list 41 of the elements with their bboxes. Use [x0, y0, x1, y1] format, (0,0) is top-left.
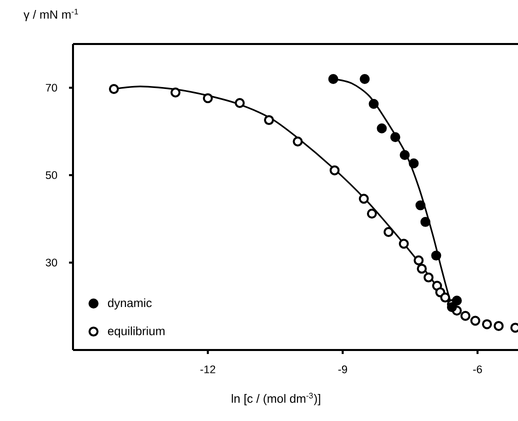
point — [398, 238, 409, 249]
point — [420, 216, 430, 227]
point — [431, 250, 442, 261]
y-tick-label: 70 — [46, 84, 58, 92]
point — [460, 310, 470, 321]
point — [292, 136, 303, 146]
point — [328, 74, 338, 84]
legend-label: equilibrium — [108, 326, 164, 338]
point — [446, 302, 457, 312]
point — [452, 296, 462, 306]
point — [234, 98, 245, 108]
point — [330, 165, 340, 176]
point — [360, 74, 370, 84]
point — [416, 264, 427, 274]
x-tick-label: -12 — [200, 365, 216, 374]
point — [408, 158, 419, 168]
point — [470, 316, 480, 326]
point — [440, 292, 450, 303]
point — [202, 93, 213, 104]
x-tick-label: -6 — [473, 365, 482, 374]
x-axis-title: ln [c / (mol dm$^{-3}$)] — [232, 392, 320, 406]
point — [170, 88, 180, 98]
point — [366, 208, 377, 219]
y-tick-label: 50 — [46, 171, 58, 180]
point — [390, 132, 400, 142]
point — [494, 320, 504, 331]
y-tick-label: 30 — [46, 258, 58, 266]
point — [264, 115, 274, 126]
point — [384, 226, 394, 237]
point — [400, 150, 410, 160]
point — [424, 272, 434, 282]
legend-label: dynamic — [108, 298, 152, 310]
point — [415, 200, 426, 210]
point — [414, 255, 424, 266]
y-axis-title: γ / mN m$^{-1}$ — [24, 8, 78, 22]
point — [368, 98, 379, 109]
point — [108, 84, 119, 94]
point — [358, 194, 369, 204]
point — [482, 319, 492, 330]
point — [376, 123, 387, 134]
x-tick-label: -9 — [338, 365, 348, 374]
